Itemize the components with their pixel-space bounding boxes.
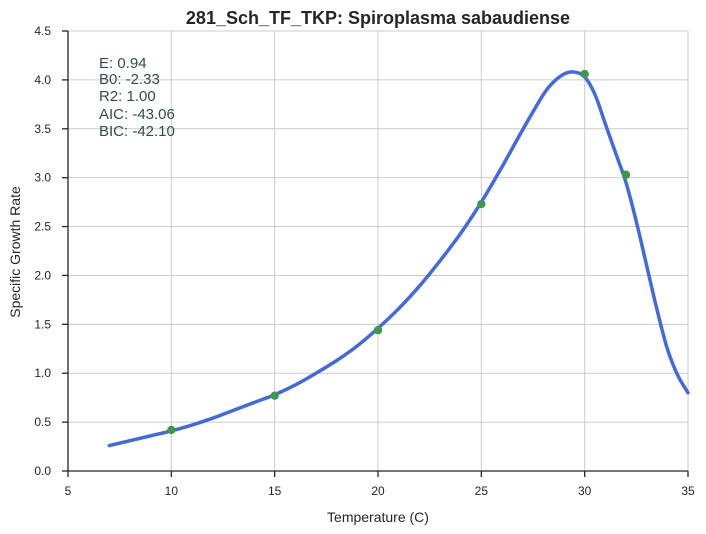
y-tick-labels: 0.0 0.5 1.0 1.5 2.0 2.5 3.0 3.5 4.0 4.5	[34, 24, 51, 478]
y-tick-label: 4.0	[34, 73, 51, 87]
x-axis-label: Temperature (C)	[327, 509, 429, 525]
chart-title: 281_Sch_TF_TKP: Spiroplasma sabaudiense	[186, 8, 570, 28]
fit-curve	[107, 70, 690, 448]
x-tick-label: 20	[371, 484, 385, 498]
y-tick-label: 0.5	[34, 415, 51, 429]
data-point	[580, 69, 589, 79]
y-tick-label: 0.0	[34, 464, 51, 478]
fit-curve-path	[107, 70, 690, 448]
fit-statistics: E: 0.94 B0: -2.33 R2: 1.00 AIC: -43.06 B…	[99, 55, 175, 140]
y-tick-label: 2.0	[34, 268, 51, 282]
data-points	[167, 69, 631, 435]
y-tick-label: 1.0	[34, 366, 51, 380]
x-tick-label: 15	[268, 484, 282, 498]
stat-aic: AIC: -43.06	[99, 106, 175, 123]
data-point	[373, 326, 383, 335]
x-tick-label: 35	[681, 484, 695, 498]
x-tick-label: 25	[475, 484, 489, 498]
data-point	[621, 170, 631, 179]
x-tick-label: 30	[578, 484, 592, 498]
stat-r2: R2: 1.00	[99, 88, 156, 105]
stat-b0: B0: -2.33	[99, 71, 160, 88]
data-point	[270, 391, 279, 400]
y-tick-label: 3.5	[34, 122, 51, 136]
y-tick-label: 4.5	[34, 24, 51, 38]
y-tick-label: 3.0	[34, 171, 51, 185]
x-tick-label: 10	[165, 484, 179, 498]
x-tick-labels: 5 10 15 20 25 30 35	[65, 484, 695, 498]
y-tick-label: 2.5	[34, 220, 51, 234]
stat-bic: BIC: -42.10	[99, 123, 175, 140]
stat-e: E: 0.94	[99, 55, 147, 72]
grid	[68, 30, 689, 471]
y-tick-label: 1.5	[34, 317, 51, 331]
data-point	[477, 199, 486, 209]
x-tick-label: 5	[65, 484, 72, 498]
axes	[62, 30, 689, 477]
y-axis-label: Specific Growth Rate	[7, 186, 23, 318]
data-point	[167, 425, 176, 435]
